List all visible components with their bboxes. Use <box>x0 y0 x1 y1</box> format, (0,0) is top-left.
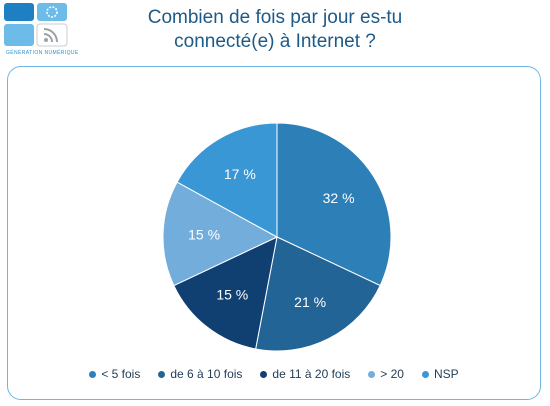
chart-legend: < 5 fois de 6 à 10 fois de 11 à 20 fois > 2… <box>8 367 540 381</box>
chart-title-line-1: Combien de fois par jour es-tu <box>147 7 403 28</box>
legend-marker-4 <box>368 370 376 378</box>
legend-item-5: NSP <box>421 367 459 381</box>
chart-title: Combien de fois par jour es-tu connecté(… <box>110 6 440 54</box>
pie-slice-label-1: 32 % <box>323 190 355 206</box>
logo-tile-top-right <box>37 3 67 21</box>
pie-slice-1 <box>276 122 392 287</box>
legend-label-2: de 6 à 10 fois <box>170 367 243 381</box>
legend-label-1: < 5 fois <box>101 367 141 381</box>
loading-spinner-icon <box>46 6 58 18</box>
logo-tile-top-left <box>4 3 34 21</box>
pie-slice-label-5: 17 % <box>224 166 256 182</box>
legend-label-5: NSP <box>433 367 459 381</box>
pie-slice-2 <box>255 236 381 352</box>
legend-marker-5 <box>421 370 429 378</box>
pie-slice-label-4: 15 % <box>188 227 220 243</box>
logo-icon <box>4 3 68 47</box>
rss-feed-icon <box>43 28 58 43</box>
pie-slice-4 <box>162 181 279 287</box>
chart-panel: 32 % 21 % 15 % 15 % 17 % < 5 fois de 6 à 10 f… <box>7 66 541 400</box>
legend-item-4: > 20 <box>368 367 404 381</box>
legend-item-1: < 5 fois <box>89 367 140 381</box>
legend-label-4: > 20 <box>380 367 404 381</box>
logo-tile-bottom-right <box>36 23 68 47</box>
legend-marker-1 <box>89 370 97 378</box>
legend-item-3: de 11 à 20 fois <box>260 367 350 381</box>
legend-marker-2 <box>158 370 166 378</box>
logo-text: GÉNÉRATION NUMÉRIQUE <box>6 50 79 56</box>
legend-label-3: de 11 à 20 fois <box>272 367 351 381</box>
legend-item-2: de 6 à 10 fois <box>158 367 242 381</box>
pie-slice-label-3: 15 % <box>216 287 248 303</box>
legend-marker-3 <box>260 370 268 378</box>
chart-title-line-2: connecté(e) à Internet ? <box>174 31 376 52</box>
pie-slice-3 <box>173 236 278 350</box>
logo-tile-bottom-left <box>4 24 34 46</box>
pie-chart: 32 % 21 % 15 % 15 % 17 % <box>162 122 392 352</box>
pie-slice-5 <box>176 122 278 238</box>
generation-numerique-logo: GÉNÉRATION NUMÉRIQUE <box>4 3 79 59</box>
pie-slice-label-2: 21 % <box>294 294 326 310</box>
